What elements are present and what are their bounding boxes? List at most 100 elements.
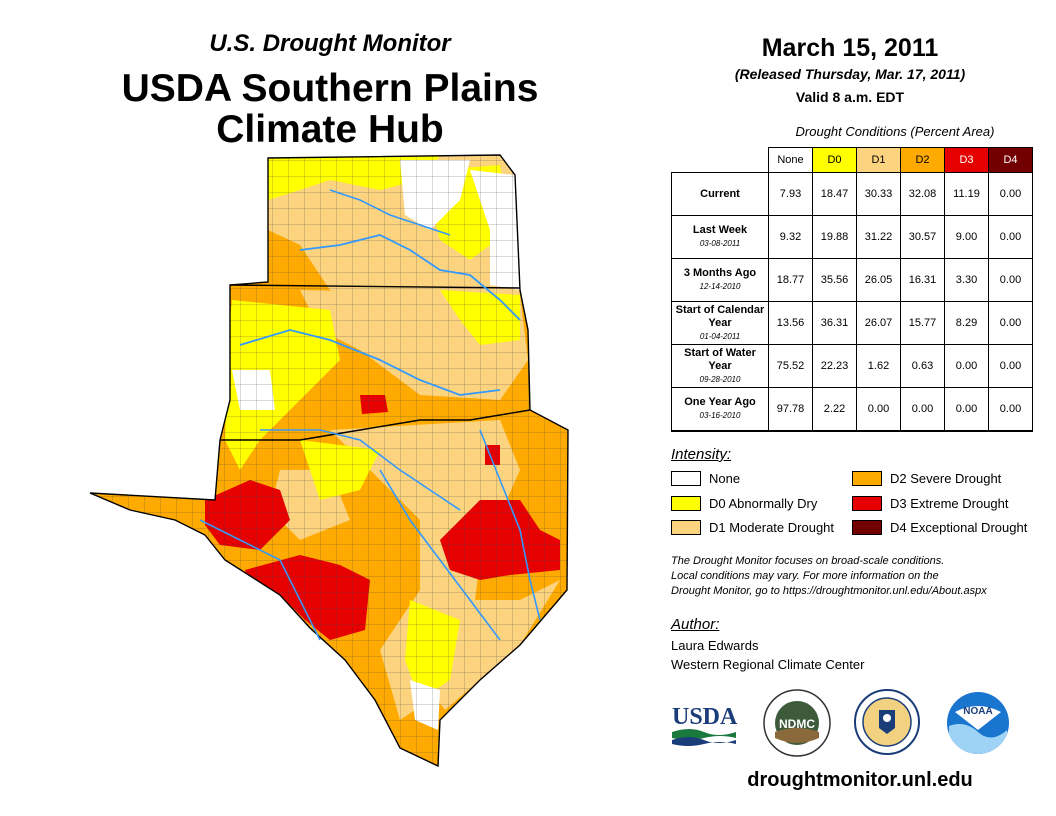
river-red — [260, 429, 461, 511]
legend-swatch — [852, 471, 882, 486]
doc-seal-logo — [854, 689, 920, 755]
stats-cell: 0.00 — [856, 387, 901, 432]
stats-row-label: 3 Months Ago 12-14-2010 — [671, 258, 769, 302]
stats-cell: 16.31 — [900, 258, 945, 302]
website-url[interactable]: droughtmonitor.unl.edu — [747, 769, 973, 791]
drought-map — [89, 154, 569, 768]
stats-cell: 0.00 — [900, 387, 945, 432]
legend-swatch — [671, 471, 701, 486]
stats-cell: 0.00 — [988, 301, 1033, 345]
legend-label: D4 Exceptional Drought — [890, 520, 1028, 535]
stats-cell: 35.56 — [812, 258, 857, 302]
stats-cell: 0.00 — [944, 344, 989, 388]
stats-cell: 0.00 — [988, 258, 1033, 302]
stats-cell: 9.00 — [944, 215, 989, 259]
stats-cell: 2.22 — [812, 387, 857, 432]
stats-cell: 1.62 — [856, 344, 901, 388]
stats-cell: 18.47 — [812, 172, 857, 216]
stats-cell: 97.78 — [768, 387, 813, 432]
stats-row-date: 03-08-2011 — [699, 239, 741, 248]
legend-item: None — [671, 471, 740, 486]
stats-cell: 3.30 — [944, 258, 989, 302]
river-pecos — [199, 519, 321, 641]
legend-label: D1 Moderate Drought — [709, 520, 835, 535]
stats-cell: 30.57 — [900, 215, 945, 259]
stats-header-d0: D0 — [812, 147, 857, 173]
stats-row-label-text: 3 Months Ago — [683, 267, 757, 279]
stats-cell: 0.00 — [944, 387, 989, 432]
usda-logo-text: USDA — [672, 704, 738, 730]
stats-cell: 0.63 — [900, 344, 945, 388]
ndmc-logo-text: NDMC — [779, 717, 815, 731]
legend-label: D3 Extreme Drought — [890, 496, 1009, 511]
stats-title: Drought Conditions (Percent Area) — [795, 124, 995, 139]
legend-item: D4 Exceptional Drought — [852, 520, 1027, 535]
stats-row-date: 01-04-2011 — [699, 331, 741, 341]
intensity-title: Intensity: — [671, 446, 732, 463]
stats-row-label: Start of Water Year 09-28-2010 — [671, 344, 769, 388]
river-canadian — [239, 329, 501, 396]
legend-swatch — [852, 496, 882, 511]
legend-label: D0 Abnormally Dry — [709, 496, 818, 511]
usda-logo: USDA — [672, 704, 738, 746]
stats-row-label-text: One Year Ago — [684, 396, 756, 408]
stats-row-label: Current — [671, 172, 769, 216]
stats-cell: 32.08 — [900, 172, 945, 216]
stats-row: One Year Ago 03-16-2010 97.78 2.22 0.00 0.00 0… — [671, 387, 1033, 432]
river-kansas — [329, 189, 451, 236]
legend-item: D0 Abnormally Dry — [671, 496, 817, 511]
legend-item: D3 Extreme Drought — [852, 496, 1009, 511]
drought-layers — [90, 155, 568, 766]
noaa-logo: NOAA — [947, 692, 1009, 755]
stats-row: 3 Months Ago 12-14-2010 18.77 35.56 26.05 16.… — [671, 258, 1033, 302]
stats-cell: 31.22 — [856, 215, 901, 259]
stats-header-none: None — [768, 147, 813, 173]
map-title-line2: Climate Hub — [216, 108, 444, 151]
stats-cell: 0.00 — [988, 387, 1033, 432]
stats-row: Start of Water Year 09-28-2010 75.52 22.23 1… — [671, 344, 1033, 388]
map-date: March 15, 2011 — [761, 34, 939, 62]
stats-row: Start of Calendar Year 01-04-2011 13.56 36.… — [671, 301, 1033, 345]
disclaimer-note: The Drought Monitor focuses on broad-sca… — [671, 554, 1051, 599]
river-trinity — [479, 429, 541, 621]
stats-cell: 9.32 — [768, 215, 813, 259]
stats-row: Current 7.93 18.47 30.33 32.08 11.19 0.00 — [671, 172, 1033, 216]
stats-row-label: Start of Calendar Year 01-04-2011 — [671, 301, 769, 345]
stats-cell: 36.31 — [812, 301, 857, 345]
oklahoma-texas-border — [220, 409, 531, 441]
legend-swatch — [671, 520, 701, 535]
map-subtitle: U.S. Drought Monitor — [209, 30, 451, 57]
region-outline — [89, 154, 569, 768]
stats-body: Current 7.93 18.47 30.33 32.08 11.19 0.00 Last … — [671, 172, 1033, 432]
stats-header-d1: D1 — [856, 147, 901, 173]
legend-label: D2 Severe Drought — [890, 471, 1002, 486]
legend-swatch — [671, 496, 701, 511]
stats-cell: 30.33 — [856, 172, 901, 216]
valid-time: Valid 8 a.m. EDT — [795, 89, 905, 105]
author-title: Author: — [671, 616, 720, 633]
stats-header-d4: D4 — [988, 147, 1033, 173]
stats-header-d3: D3 — [944, 147, 989, 173]
stats-header-blank — [672, 148, 769, 173]
stats-row-label-text: Current — [700, 187, 740, 200]
stats-row-label: Last Week 03-08-2011 — [671, 215, 769, 259]
author-name: Laura Edwards — [671, 638, 759, 653]
stats-header-d2: D2 — [900, 147, 945, 173]
stats-cell: 0.00 — [988, 172, 1033, 216]
stats-row-date: 09-28-2010 — [699, 374, 741, 384]
county-lines — [90, 155, 568, 766]
legend-swatch — [852, 520, 882, 535]
stats-row-label-text: Start of Calendar Year — [675, 303, 765, 329]
note-line3: Drought Monitor, go to https://droughtmo… — [671, 585, 987, 597]
legend-item: D1 Moderate Drought — [671, 520, 834, 535]
stats-row-label: One Year Ago 03-16-2010 — [671, 387, 769, 432]
legend-label: None — [709, 471, 741, 486]
note-line2: Local conditions may vary. For more info… — [671, 570, 939, 582]
stats-cell: 26.05 — [856, 258, 901, 302]
stats-row-date: 03-16-2010 — [699, 411, 741, 420]
stats-header-row: None D0 D1 D2 D3 D4 — [672, 147, 1033, 173]
legend-item: D2 Severe Drought — [852, 471, 1001, 486]
stats-cell: 22.23 — [812, 344, 857, 388]
drought-stats-table: None D0 D1 D2 D3 D4 Current 7.93 18.47 30.33 32.0… — [671, 147, 1033, 432]
map-title: USDA Southern Plains Climate Hub — [60, 68, 600, 150]
